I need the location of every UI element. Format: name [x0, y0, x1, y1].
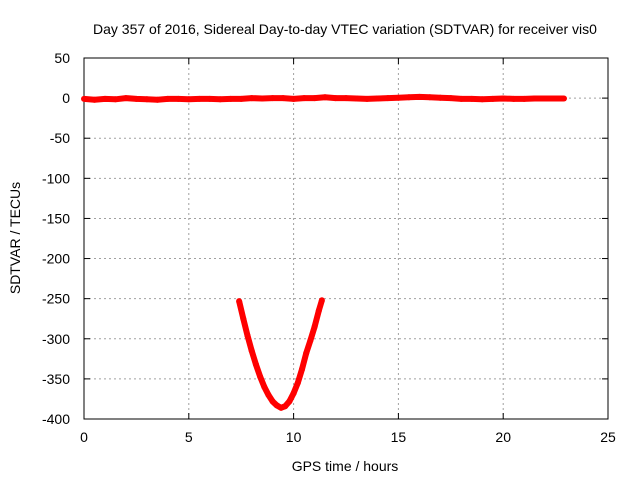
- data-point: [468, 95, 475, 102]
- data-point: [91, 96, 98, 103]
- plot-frame: [83, 57, 609, 420]
- data-point: [416, 93, 423, 100]
- y-tick-label: -50: [50, 130, 70, 146]
- data-point: [102, 95, 108, 102]
- data-point: [236, 298, 243, 305]
- data-point: [259, 95, 266, 102]
- data-point: [489, 95, 496, 102]
- data-point: [479, 96, 486, 103]
- data-point: [261, 383, 268, 390]
- x-tick-label: 15: [391, 429, 407, 445]
- data-point: [322, 94, 328, 101]
- data-point: [217, 96, 224, 103]
- data-point: [315, 307, 322, 314]
- data-point: [531, 95, 538, 102]
- y-tick-label: -150: [42, 210, 70, 226]
- y-tick-label: -250: [42, 291, 70, 307]
- data-point: [257, 373, 264, 380]
- data-point: [280, 95, 287, 102]
- data-point: [185, 96, 192, 103]
- data-point: [252, 361, 259, 368]
- x-tick-label: 25: [600, 429, 616, 445]
- data-point: [542, 95, 549, 102]
- y-tick-label: -100: [42, 170, 70, 186]
- y-tick-label: -350: [42, 371, 70, 387]
- data-point: [286, 398, 293, 405]
- data-point: [552, 95, 559, 102]
- data-point: [196, 95, 203, 102]
- data-point: [112, 96, 119, 103]
- data-point: [269, 398, 276, 405]
- data-point: [437, 94, 444, 101]
- axis-ticks: 50 0 -50 -100 -150 -200 -250 -300 -350 -400 0 5 10 15…: [42, 50, 616, 445]
- data-point: [458, 95, 465, 102]
- data-point: [521, 95, 528, 102]
- data-point: [206, 95, 213, 102]
- data-point: [426, 94, 433, 101]
- data-point: [303, 350, 310, 357]
- data-point: [238, 95, 245, 102]
- data-point: [122, 95, 129, 102]
- data-series: [81, 93, 567, 411]
- x-tick-label: 5: [185, 429, 193, 445]
- data-point: [143, 96, 150, 103]
- data-point: [248, 347, 255, 354]
- x-tick-label: 0: [80, 429, 88, 445]
- y-axis-label: SDTVAR / TECUs: [7, 182, 23, 294]
- data-point: [311, 323, 318, 330]
- y-tick-label: -200: [42, 251, 70, 267]
- data-point: [290, 390, 297, 397]
- data-point: [405, 94, 412, 101]
- data-point: [353, 95, 360, 102]
- data-point: [510, 95, 517, 102]
- data-point: [307, 337, 314, 344]
- data-point: [175, 95, 182, 102]
- data-point: [227, 95, 234, 102]
- data-point: [290, 95, 297, 102]
- data-point: [374, 95, 381, 102]
- data-point: [364, 95, 370, 102]
- data-point: [301, 95, 308, 102]
- x-tick-label: 20: [495, 429, 511, 445]
- data-point: [282, 403, 289, 410]
- data-point: [343, 95, 349, 102]
- data-point: [269, 95, 276, 102]
- data-point: [332, 95, 339, 102]
- data-point: [244, 332, 251, 339]
- data-point: [395, 94, 402, 101]
- y-tick-label: 50: [54, 50, 70, 66]
- data-point: [81, 95, 87, 102]
- data-point: [299, 366, 305, 373]
- y-tick-label: -400: [42, 411, 70, 427]
- x-axis-label: GPS time / hours: [292, 458, 399, 474]
- data-point: [248, 95, 255, 102]
- data-point: [240, 315, 247, 322]
- data-point: [318, 297, 325, 304]
- data-point: [561, 95, 567, 102]
- data-point: [154, 96, 161, 103]
- data-point: [265, 391, 272, 398]
- x-tick-label: 10: [286, 429, 302, 445]
- data-point: [294, 379, 301, 386]
- data-point: [133, 95, 140, 102]
- series-line-2: [236, 299, 325, 411]
- y-tick-label: -300: [42, 331, 70, 347]
- chart-title: Day 357 of 2016, Sidereal Day-to-day VTE…: [93, 21, 597, 37]
- data-point: [384, 95, 391, 102]
- data-point: [311, 95, 318, 102]
- data-point: [447, 95, 454, 102]
- data-point: [164, 95, 171, 102]
- data-point: [500, 95, 507, 102]
- grid-lines: [84, 58, 608, 419]
- y-tick-label: 0: [62, 90, 70, 106]
